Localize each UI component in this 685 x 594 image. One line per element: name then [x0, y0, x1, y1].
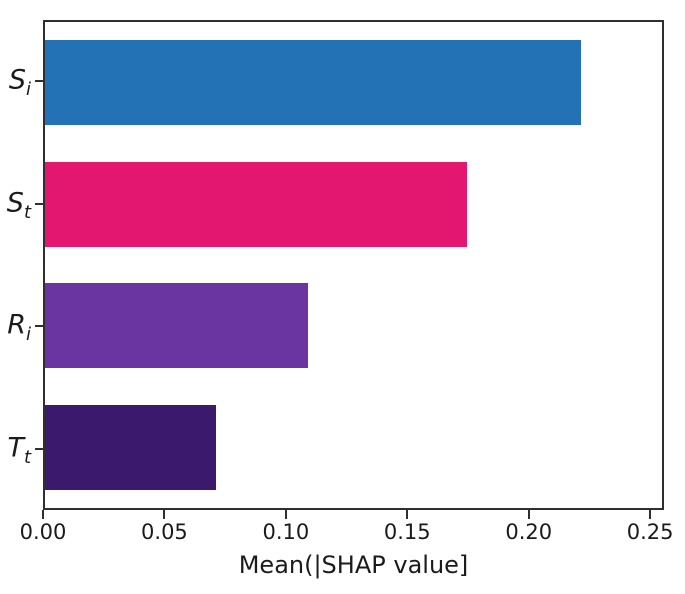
bar-s_i — [45, 40, 581, 126]
y-tick-label-s_i: Si — [8, 64, 31, 99]
y-axis-ticks — [35, 20, 43, 510]
y-tick-s_i — [35, 80, 43, 83]
plot-area — [43, 20, 664, 510]
bar-t_t — [45, 404, 217, 490]
x-tick-0.10 — [284, 510, 287, 519]
x-axis-ticks — [42, 510, 664, 519]
x-tick-0.00 — [42, 510, 44, 519]
x-tick-label-0.25: 0.25 — [626, 520, 674, 544]
x-tick-label-0.05: 0.05 — [141, 520, 188, 544]
x-tick-0.05 — [163, 510, 166, 519]
x-axis-label: Mean(|SHAP value] — [238, 551, 469, 579]
y-tick-label-r_i: Ri — [7, 309, 31, 344]
x-tick-0.15 — [406, 510, 409, 519]
y-label-base: S — [8, 64, 26, 96]
y-label-base: R — [7, 309, 26, 341]
x-tick-0.25 — [649, 510, 652, 519]
y-label-subscript: t — [23, 201, 31, 223]
y-label-subscript: t — [23, 446, 31, 468]
y-tick-r_i — [35, 325, 43, 328]
y-tick-label-s_t: St — [6, 187, 31, 221]
y-label-base: T — [7, 432, 24, 464]
y-label-subscript: i — [25, 79, 31, 101]
bar-s_t — [45, 161, 468, 247]
x-tick-label-0.20: 0.20 — [505, 520, 553, 544]
x-tick-label-0.10: 0.10 — [262, 520, 310, 544]
x-tick-label-0.00: 0.00 — [19, 520, 67, 544]
x-axis-tick-labels: 0.00 0.05 0.10 0.15 0.20 0.25 — [20, 520, 674, 547]
x-tick-label-0.15: 0.15 — [383, 520, 431, 544]
y-tick-s_t — [35, 202, 43, 205]
y-tick-label-t_t: Tt — [7, 432, 31, 466]
y-label-base: S — [6, 187, 24, 219]
x-tick-0.20 — [527, 510, 530, 519]
y-label-subscript: i — [25, 324, 31, 346]
y-axis-tick-labels: Si St Ri Tt — [0, 20, 33, 510]
bar-r_i — [45, 283, 308, 369]
y-tick-t_t — [35, 447, 43, 450]
